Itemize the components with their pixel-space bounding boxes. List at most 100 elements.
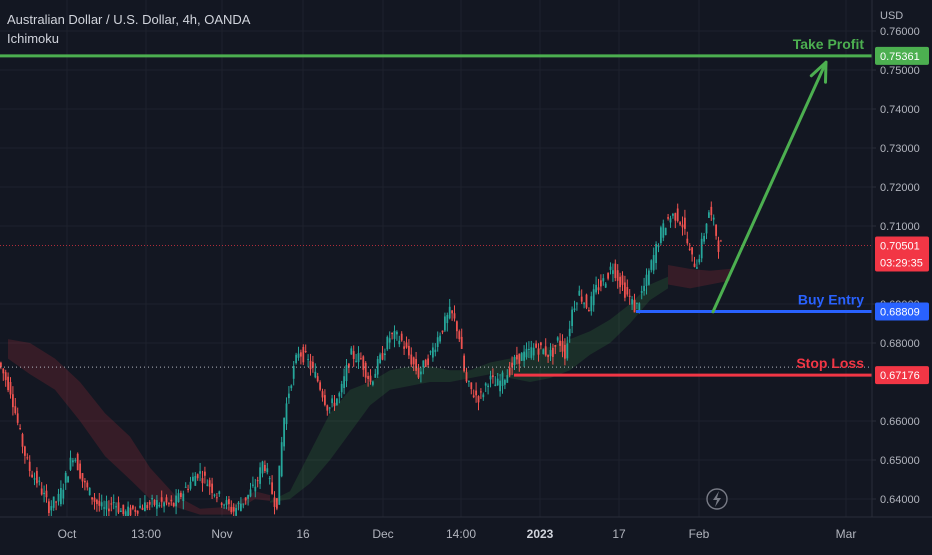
- candle-body: [309, 360, 312, 370]
- candle-body: [484, 383, 487, 386]
- candle-body: [324, 395, 326, 405]
- candle-body: [520, 352, 523, 361]
- candle-body: [211, 483, 213, 493]
- candle-body: [652, 255, 655, 271]
- stop-loss-tag: [875, 366, 929, 385]
- candle-body: [52, 496, 55, 508]
- candle-body: [64, 472, 67, 483]
- candle-body: [328, 407, 331, 409]
- candle-body: [516, 355, 518, 360]
- candle-body: [189, 481, 192, 489]
- candle-body: [410, 354, 413, 365]
- candle-body: [585, 294, 588, 308]
- candle-body: [340, 383, 343, 393]
- candle-body: [496, 378, 499, 386]
- candle-body: [24, 446, 26, 456]
- candle-body: [115, 506, 117, 508]
- candle-body: [422, 360, 425, 368]
- candle-body: [540, 342, 542, 346]
- candle-body: [235, 508, 237, 516]
- candle-body: [643, 285, 645, 291]
- candle-body: [249, 489, 252, 497]
- time-axis-label: 17: [612, 527, 626, 541]
- candle-body: [470, 382, 473, 390]
- candle-body: [544, 346, 547, 356]
- candle-body: [36, 470, 38, 484]
- candle-body: [446, 314, 449, 324]
- candle-body: [336, 398, 338, 405]
- candle-body: [208, 480, 211, 487]
- candle-body: [40, 488, 43, 495]
- price-axis-label: 0.65000: [880, 455, 920, 467]
- candle-body: [232, 507, 235, 512]
- candle-body: [609, 266, 612, 270]
- candle-body: [72, 460, 74, 463]
- candle-body: [703, 235, 705, 242]
- candle-body: [151, 498, 153, 500]
- axis-currency-label[interactable]: USD: [880, 10, 904, 22]
- candle-body: [158, 505, 161, 507]
- candle-body: [566, 343, 569, 359]
- candle-body: [122, 504, 125, 515]
- candle-body: [206, 484, 209, 486]
- candle-body: [444, 316, 446, 331]
- last-price-tag: [875, 236, 929, 272]
- candle-body: [74, 459, 77, 461]
- candle-body: [604, 283, 607, 288]
- candle-body: [307, 358, 309, 360]
- candle-body: [624, 282, 626, 298]
- candle-body: [405, 342, 408, 348]
- candle-body: [321, 391, 324, 398]
- candle-body: [708, 212, 710, 218]
- candle-body: [679, 222, 681, 225]
- candle-body: [408, 345, 410, 356]
- candle-body: [602, 278, 605, 282]
- candle-body: [372, 381, 374, 385]
- candle-body: [664, 227, 667, 236]
- target-arrow-head: [809, 60, 828, 84]
- candle-body: [448, 306, 451, 319]
- price-axis-label: 0.75000: [880, 65, 920, 77]
- candle-body: [254, 486, 257, 492]
- candle-body: [242, 503, 245, 505]
- candle-body: [225, 500, 228, 505]
- candle-body: [556, 337, 559, 341]
- candle-body: [518, 353, 521, 364]
- candle-body: [283, 418, 285, 447]
- candle-body: [537, 348, 540, 355]
- candle-body: [453, 313, 456, 319]
- candle-body: [55, 501, 57, 503]
- candle-body: [91, 497, 93, 500]
- candle-body: [139, 505, 141, 508]
- candle-body: [513, 357, 516, 365]
- candle-body: [302, 346, 305, 363]
- candle-body: [312, 361, 314, 368]
- candle-body: [400, 333, 403, 341]
- candle-body: [266, 468, 269, 473]
- symbol-title[interactable]: Australian Dollar / U.S. Dollar, 4h, OAN…: [7, 12, 251, 27]
- candle-body: [621, 275, 624, 285]
- time-axis-label: Feb: [689, 527, 710, 541]
- candle-body: [391, 333, 393, 335]
- indicator-label[interactable]: Ichimoku: [7, 31, 60, 46]
- candle-body: [156, 500, 158, 509]
- candle-body: [578, 290, 581, 296]
- candle-body: [129, 507, 132, 516]
- candle-body: [67, 476, 69, 483]
- candle-body: [506, 375, 509, 383]
- candle-body: [499, 380, 501, 392]
- candle-body: [715, 224, 717, 236]
- price-axis-label: 0.76000: [880, 26, 920, 38]
- candle-body: [472, 395, 475, 398]
- candle-body: [429, 351, 432, 353]
- candle-body: [535, 343, 537, 348]
- candle-body: [33, 478, 36, 480]
- candle-body: [628, 295, 631, 297]
- candle-body: [19, 427, 21, 429]
- candle-body: [614, 263, 617, 279]
- candle-body: [31, 474, 33, 478]
- candle-body: [573, 308, 576, 311]
- candle-body: [561, 340, 564, 352]
